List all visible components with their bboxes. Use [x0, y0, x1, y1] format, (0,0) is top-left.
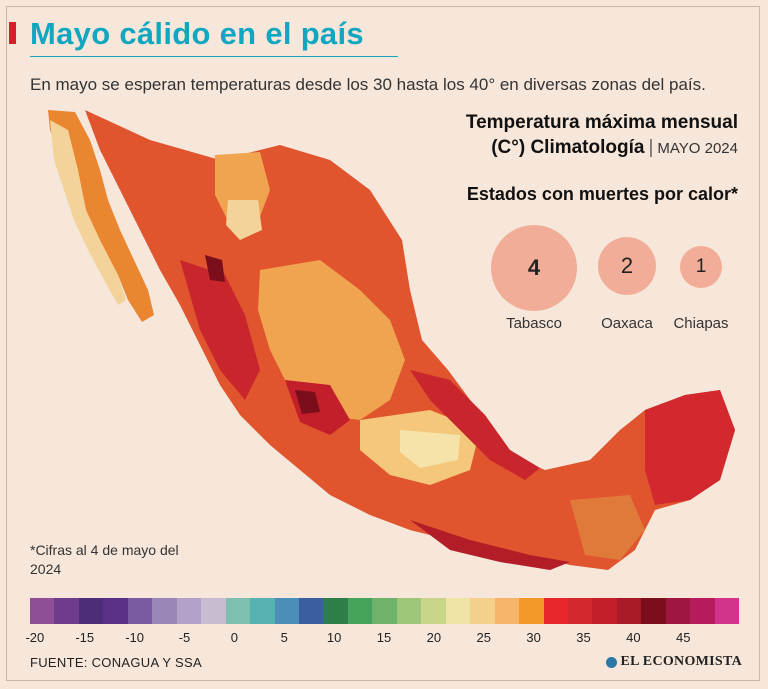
scale-swatch [543, 598, 568, 624]
legend-separator: | [648, 137, 654, 158]
gulf-coast-hot [410, 370, 540, 480]
scale-tick-label: 20 [426, 630, 442, 645]
scale-swatch [127, 598, 153, 624]
scale-tick-label: 30 [526, 630, 541, 645]
scale-swatch [641, 598, 666, 624]
title-underline [30, 56, 398, 57]
chiapas-region [570, 495, 645, 560]
scale-swatch [592, 598, 617, 624]
scale-tick-label: 45 [676, 630, 691, 645]
michoacan-hot-spot [295, 390, 320, 414]
scale-tick-label: -15 [75, 630, 95, 645]
scale-swatch [347, 598, 373, 624]
bubble-oaxaca-label: Oaxaca [601, 315, 653, 332]
scale-tick-label: -10 [125, 630, 145, 645]
scale-swatch [103, 598, 128, 624]
central-plateau [258, 260, 405, 420]
brand-globe-icon [605, 656, 617, 668]
bubble-chiapas: 1 [680, 246, 722, 288]
scale-swatch [714, 598, 740, 624]
scale-swatch [298, 598, 324, 624]
scale-swatch [372, 598, 397, 624]
central-highlands-cool [400, 430, 460, 468]
scale-swatch [250, 598, 275, 624]
scale-swatch [494, 598, 520, 624]
source-text: FUENTE: CONAGUA Y SSA [30, 655, 202, 670]
footnote: *Cifras al 4 de mayo del 2024 [30, 542, 179, 577]
scale-swatch [519, 598, 544, 624]
scale-swatch [323, 598, 348, 624]
scale-tick-label: 25 [476, 630, 491, 645]
scale-swatch [445, 598, 471, 624]
scale-tick-label: -20 [25, 630, 45, 645]
mainland-region [85, 110, 735, 570]
scale-tick-label: 35 [576, 630, 591, 645]
scale-swatch [54, 598, 79, 624]
scale-swatch [470, 598, 495, 624]
legend-title-line2-wrap: (C°) Climatología | MAYO 2024 [466, 135, 738, 161]
bubble-tabasco-label: Tabasco [506, 315, 562, 332]
scale-tick-label: 5 [280, 630, 288, 645]
scale-tick-label: 15 [376, 630, 392, 645]
yucatan-peninsula [645, 390, 735, 505]
brand-name: EL ECONOMISTA [620, 654, 742, 669]
deaths-title: Estados con muertes por calor* [466, 184, 738, 204]
legend-title: Temperatura máxima mensual (C°) Climatol… [466, 110, 738, 161]
mexico-map-svg [48, 110, 735, 570]
scale-swatch [30, 598, 55, 624]
bubble-oaxaca-count: 2 [620, 253, 634, 278]
scale-swatch [201, 598, 226, 624]
scale-swatch [274, 598, 299, 624]
scale-tick-label: 40 [626, 630, 641, 645]
bubble-tabasco-count: 4 [527, 255, 541, 280]
bubble-oaxaca: 2 [598, 237, 656, 295]
scale-swatch [690, 598, 715, 624]
page-title: Mayo cálido en el país [30, 16, 364, 51]
sinaloa-hot [180, 260, 260, 400]
color-scale [30, 598, 740, 624]
bubble-chiapas-label: Chiapas [673, 315, 729, 332]
scale-tick-label: 10 [326, 630, 342, 645]
accent-bar [9, 22, 16, 44]
scale-swatch [176, 598, 202, 624]
scale-swatch [665, 598, 691, 624]
northern-plateau-cool [226, 200, 262, 240]
bubble-chiapas-count: 1 [695, 256, 707, 277]
scale-swatch [152, 598, 177, 624]
legend-title-line2: (C°) Climatología [491, 137, 645, 158]
legend-period: MAYO 2024 [657, 140, 738, 157]
sierra-hot-spot [205, 255, 225, 282]
legend-title-line1: Temperatura máxima mensual [465, 112, 738, 133]
brand-logo: EL ECONOMISTA [605, 654, 743, 670]
pacific-south-hot [410, 520, 570, 570]
scale-swatch [396, 598, 422, 624]
frame-border [6, 6, 760, 681]
subtitle: En mayo se esperan temperaturas desde lo… [30, 75, 706, 94]
scale-tick-label: 0 [230, 630, 238, 645]
scale-swatch [225, 598, 251, 624]
baja-coast-cool [50, 120, 126, 305]
scale-swatch [78, 598, 104, 624]
scale-swatch [567, 598, 593, 624]
scale-ticks: -20 -15 -10 -5 0 5 10 15 20 25 30 35 40 45 [25, 630, 739, 648]
scale-swatch [421, 598, 446, 624]
scale-tick-label: -5 [178, 630, 191, 645]
temperature-map [30, 100, 750, 600]
bubble-tabasco: 4 [491, 225, 577, 311]
scale-swatch [616, 598, 642, 624]
